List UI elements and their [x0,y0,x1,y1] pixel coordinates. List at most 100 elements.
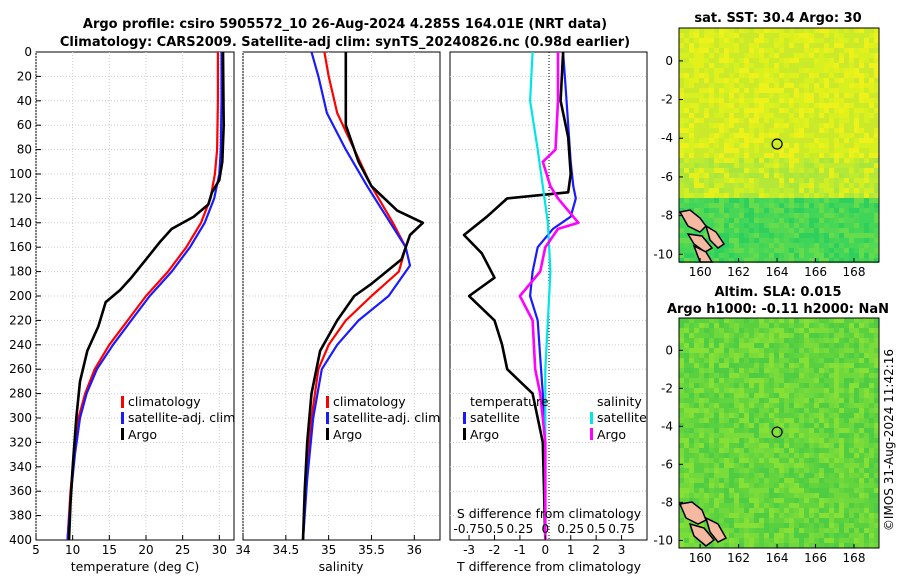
map-cell [834,228,839,233]
map-cell [764,448,769,453]
map-cell [714,218,719,223]
map-cell [749,498,754,503]
map-cell [724,513,729,518]
map-cell [689,388,694,393]
map-cell [779,213,784,218]
map-cell [784,233,789,238]
map-cell [784,108,789,113]
map-cell [869,333,874,338]
map-cell [779,228,784,233]
map-cell [744,58,749,63]
map-cell [809,168,814,173]
map-cell [794,528,799,533]
map-cell [769,508,774,513]
map-cell [819,103,824,108]
map-cell [874,508,879,513]
map-cell [694,538,699,543]
map-cell [729,163,734,168]
map-cell [784,148,789,153]
map-cell [734,193,739,198]
map-cell [804,488,809,493]
map-cell [804,138,809,143]
map-cell [839,358,844,363]
map-cell [709,248,714,253]
map-cell [804,228,809,233]
map-cell [774,218,779,223]
map-cell [764,243,769,248]
map-cell [799,43,804,48]
map-cell [864,113,869,118]
map-cell [729,218,734,223]
map-cell [764,403,769,408]
map-cell [744,108,749,113]
map-cell [809,358,814,363]
map-cell [859,333,864,338]
map-cell [679,343,684,348]
map-cell [759,318,764,323]
map-cell [849,448,854,453]
map-cell [774,378,779,383]
map-cell [854,158,859,163]
map-cell [684,333,689,338]
map-cell [839,503,844,508]
map-cell [749,128,754,133]
lat-tick-label: 0 [665,343,673,357]
map-cell [819,228,824,233]
map-cell [754,253,759,258]
map-cell [729,513,734,518]
map-cell [774,243,779,248]
map-cell [774,393,779,398]
map-cell [824,203,829,208]
map-cell [839,93,844,98]
map-cell [769,503,774,508]
map-cell [849,463,854,468]
map-cell [829,543,834,548]
map-cell [834,408,839,413]
map-cell [694,368,699,373]
map-cell [744,188,749,193]
map-cell [759,143,764,148]
map-cell [804,503,809,508]
map-cell [774,78,779,83]
map-cell [854,473,859,478]
map-cell [814,418,819,423]
lat-tick-label: -8 [661,495,673,509]
map-cell [794,523,799,528]
map-cell [729,463,734,468]
map-cell [834,253,839,258]
map-cell [864,68,869,73]
map-cell [849,353,854,358]
map-cell [874,323,879,328]
map-cell [749,493,754,498]
map-cell [784,188,789,193]
map-cell [769,523,774,528]
legend-s-argo: Argo [597,427,626,442]
map-cell [794,248,799,253]
map-cell [799,28,804,33]
map-cell [789,113,794,118]
map-cell [849,318,854,323]
map-cell [804,218,809,223]
map-cell [849,243,854,248]
map-cell [814,483,819,488]
map-cell [724,413,729,418]
map-cell [769,58,774,63]
map-cell [749,33,754,38]
map-cell [844,63,849,68]
map-cell [724,148,729,153]
map-cell [689,463,694,468]
map-cell [734,203,739,208]
map-cell [724,108,729,113]
salinity-tick-labels: 34 34.5 35 35.5 36 [235,535,422,557]
map-cell [799,393,804,398]
map-cell [849,338,854,343]
map-cell [834,188,839,193]
map-cell [859,233,864,238]
map-cell [874,488,879,493]
map-cell [689,438,694,443]
map-cell [799,78,804,83]
map-cell [869,358,874,363]
map-cell [789,523,794,528]
map-cell [784,83,789,88]
map-cell [704,368,709,373]
